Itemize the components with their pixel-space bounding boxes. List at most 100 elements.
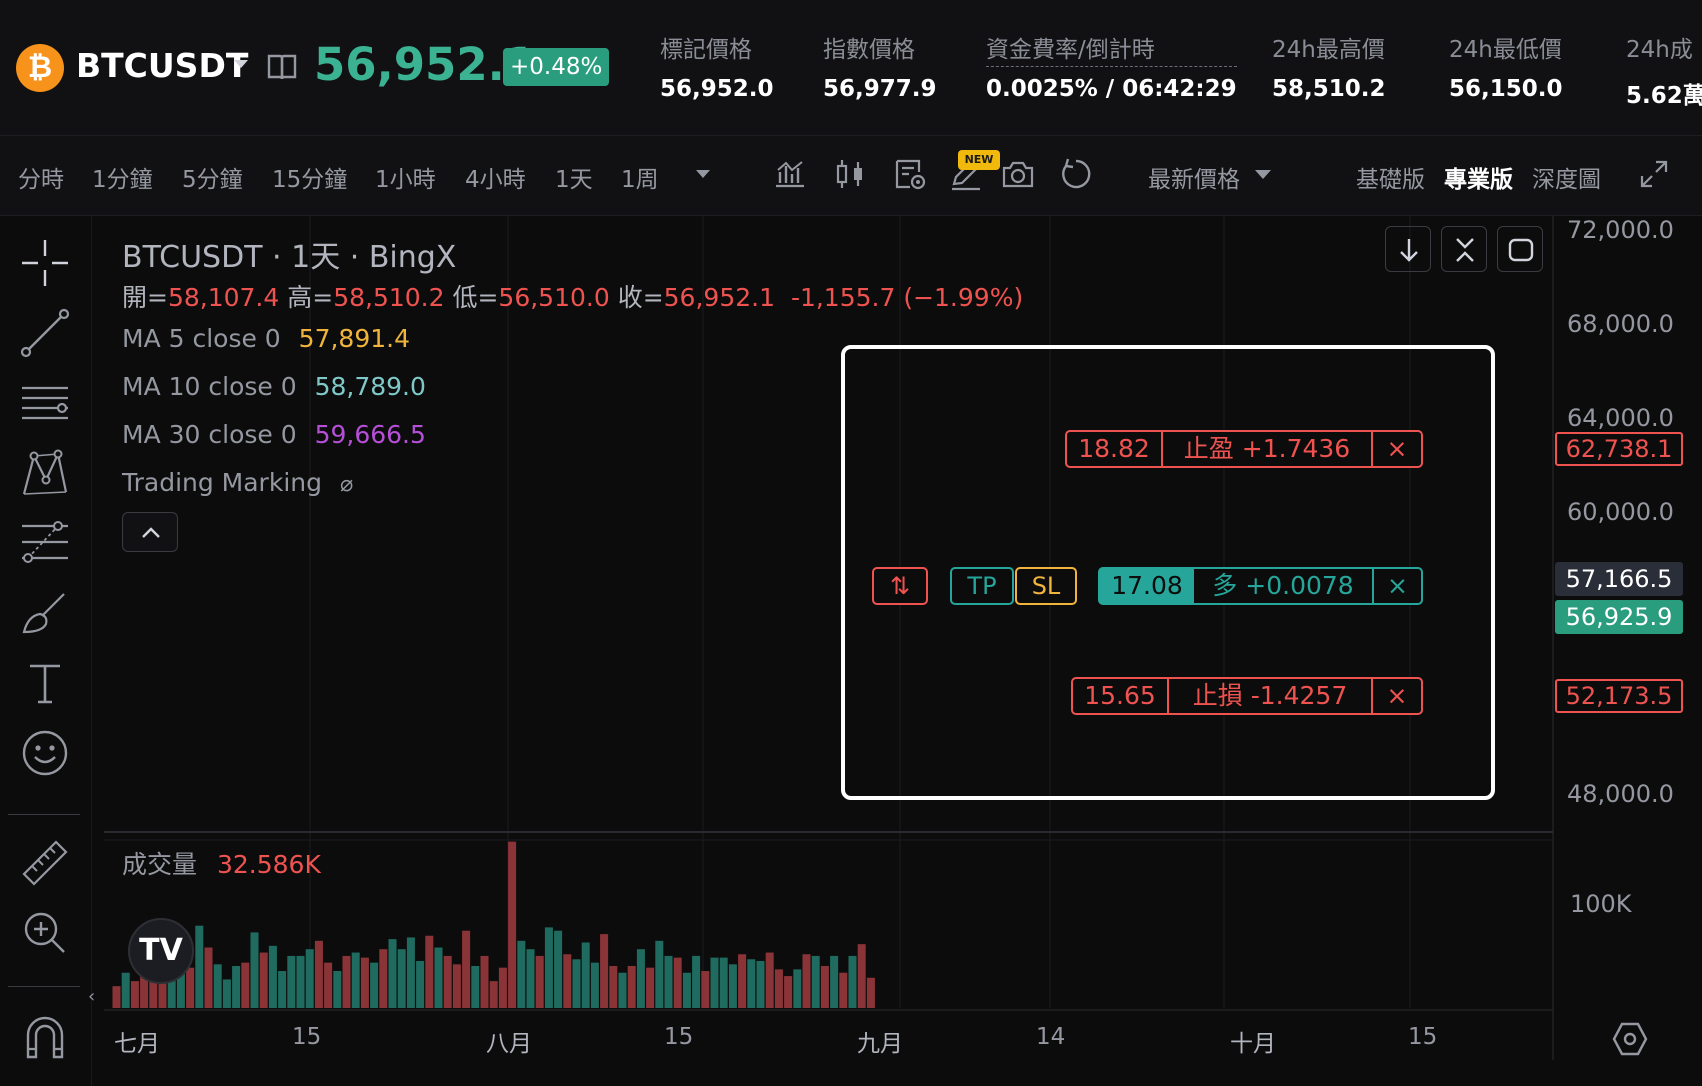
price-type-dropdown-icon[interactable] — [1255, 170, 1271, 179]
stat-value: 58,510.2 — [1272, 76, 1386, 102]
stat-24h-volume: 24h成 5.62萬 — [1626, 30, 1702, 110]
volume-bar — [618, 972, 627, 1008]
view-basic-tab[interactable]: 基礎版 — [1356, 167, 1425, 193]
horizontal-lines-icon[interactable] — [18, 376, 72, 430]
close-icon[interactable]: × — [1386, 681, 1408, 710]
crosshair-icon[interactable] — [18, 236, 72, 290]
template-icon[interactable] — [892, 156, 928, 192]
volume-bar — [710, 957, 719, 1008]
reset-view-button[interactable] — [1497, 226, 1543, 272]
view-depth-tab[interactable]: 深度圖 — [1532, 167, 1601, 193]
symbol-dropdown-icon[interactable] — [234, 60, 248, 68]
timeframe-tab[interactable]: 分時 — [18, 167, 64, 193]
volume-bar — [305, 949, 314, 1008]
hidden-eye-icon[interactable]: ⌀ — [339, 472, 354, 497]
volume-bar — [756, 960, 765, 1008]
volume-bar — [554, 930, 563, 1008]
close-icon[interactable]: × — [1387, 571, 1408, 600]
ma-label: MA 30 close 0 — [122, 420, 297, 449]
ohlc-value: 58,107.4 — [167, 283, 280, 312]
fullscreen-icon[interactable] — [1636, 156, 1672, 192]
refresh-icon[interactable] — [1058, 156, 1094, 192]
new-badge: NEW — [958, 150, 1000, 170]
ohlc-key: 高= — [287, 283, 334, 312]
volume-bar — [112, 986, 121, 1008]
candle-type-icon[interactable] — [832, 156, 868, 192]
volume-bar — [406, 937, 415, 1008]
ohlc-value: 58,510.2 — [333, 283, 445, 312]
sl-button[interactable]: SL — [1015, 567, 1077, 605]
timeframe-tab[interactable]: 1分鐘 — [92, 167, 153, 193]
collapse-scale-button[interactable] — [1441, 226, 1487, 272]
timeframe-tab[interactable]: 15分鐘 — [272, 167, 348, 193]
volume-bar — [195, 925, 204, 1008]
close-icon[interactable]: × — [1386, 434, 1408, 463]
tp-label: 止盈 — [1183, 434, 1234, 463]
drawing-toolbar — [0, 216, 92, 1086]
emoji-icon[interactable] — [18, 726, 72, 780]
time-tick: 九月 — [857, 1031, 903, 1057]
indicators-icon[interactable] — [772, 156, 808, 192]
tp-button[interactable]: TP — [950, 567, 1014, 605]
scroll-left-icon[interactable]: ‹ — [88, 986, 96, 1007]
ma-value: 59,666.5 — [314, 420, 426, 449]
volume-bar — [508, 841, 517, 1008]
ticker-header: ₿ BTCUSDT 56,952.1 +0.48% 標記價格 56,952.0 … — [0, 0, 1702, 136]
timeframe-tab[interactable]: 4小時 — [465, 167, 526, 193]
timeframe-tab[interactable]: 1小時 — [375, 167, 436, 193]
zoom-in-icon[interactable] — [18, 906, 72, 960]
volume-bar — [314, 940, 323, 1008]
scroll-to-latest-button[interactable] — [1385, 226, 1431, 272]
volume-bar — [627, 966, 636, 1008]
trend-line-icon[interactable] — [18, 306, 72, 360]
timeframe-tab[interactable]: 5分鐘 — [182, 167, 243, 193]
timeframe-tab[interactable]: 1天 — [555, 167, 593, 193]
collapse-legend-button[interactable] — [122, 512, 178, 552]
stop-loss-order[interactable]: 15.65 止損 -1.4257 × — [1071, 677, 1423, 715]
tradingview-logo-icon[interactable]: TV — [128, 918, 194, 984]
camera-icon[interactable] — [1000, 156, 1036, 192]
settings-icon[interactable] — [1610, 1020, 1650, 1058]
volume-bar — [563, 954, 572, 1008]
ohlc-value: 56,510.0 — [498, 283, 610, 312]
brush-icon[interactable] — [18, 586, 72, 640]
time-tick: 七月 — [114, 1031, 160, 1057]
price-type-selector[interactable]: 最新價格 — [1148, 167, 1240, 193]
ma30-legend[interactable]: MA 30 close 0 59,666.5 — [122, 420, 426, 449]
stat-label: 指數價格 — [823, 37, 915, 63]
sl-qty: 15.65 — [1073, 679, 1169, 713]
price-tick: 68,000.0 — [1567, 310, 1674, 338]
fib-retracement-icon[interactable] — [18, 516, 72, 570]
book-icon[interactable] — [266, 52, 298, 82]
trading-marking-legend[interactable]: Trading Marking ⌀ — [122, 468, 353, 497]
ruler-icon[interactable] — [18, 836, 72, 890]
price-tick: 64,000.0 — [1567, 404, 1674, 432]
reverse-position-button[interactable]: ⇅ — [872, 567, 928, 605]
stat-funding-rate[interactable]: 資金費率/倒計時 0.0025% / 06:42:29 — [986, 30, 1237, 102]
stat-value: 5.62萬 — [1626, 83, 1702, 109]
entry-position[interactable]: 17.08 多 +0.0078 × — [1098, 567, 1423, 605]
bitcoin-logo-icon: ₿ — [16, 44, 64, 92]
take-profit-order[interactable]: 18.82 止盈 +1.7436 × — [1065, 430, 1423, 468]
volume-bar — [333, 971, 342, 1008]
volume-legend: 成交量 32.586K — [122, 845, 321, 881]
text-tool-icon[interactable] — [18, 656, 72, 710]
ma5-legend[interactable]: MA 5 close 0 57,891.4 — [122, 324, 410, 353]
timeframe-tab[interactable]: 1周 — [621, 167, 659, 193]
volume-bar — [324, 962, 333, 1008]
view-pro-tab[interactable]: 專業版 — [1444, 167, 1513, 193]
tp-pnl: 止盈 +1.7436 — [1163, 432, 1373, 466]
price-tick: 72,000.0 — [1567, 216, 1674, 244]
more-timeframes-icon[interactable] — [696, 170, 710, 178]
tp-pnl-value: +1.7436 — [1241, 434, 1351, 463]
volume-bar — [572, 959, 581, 1008]
symbol-selector[interactable]: BTCUSDT — [76, 46, 249, 85]
time-tick: 十月 — [1230, 1031, 1276, 1057]
magnet-icon[interactable] — [18, 1011, 72, 1065]
ma10-legend[interactable]: MA 10 close 0 58,789.0 — [122, 372, 426, 401]
volume-bar — [241, 962, 250, 1008]
volume-bar — [259, 952, 268, 1008]
change-badge: +0.48% — [503, 48, 610, 86]
pattern-tool-icon[interactable] — [18, 446, 72, 500]
last-price: 56,952.1 — [314, 38, 537, 91]
